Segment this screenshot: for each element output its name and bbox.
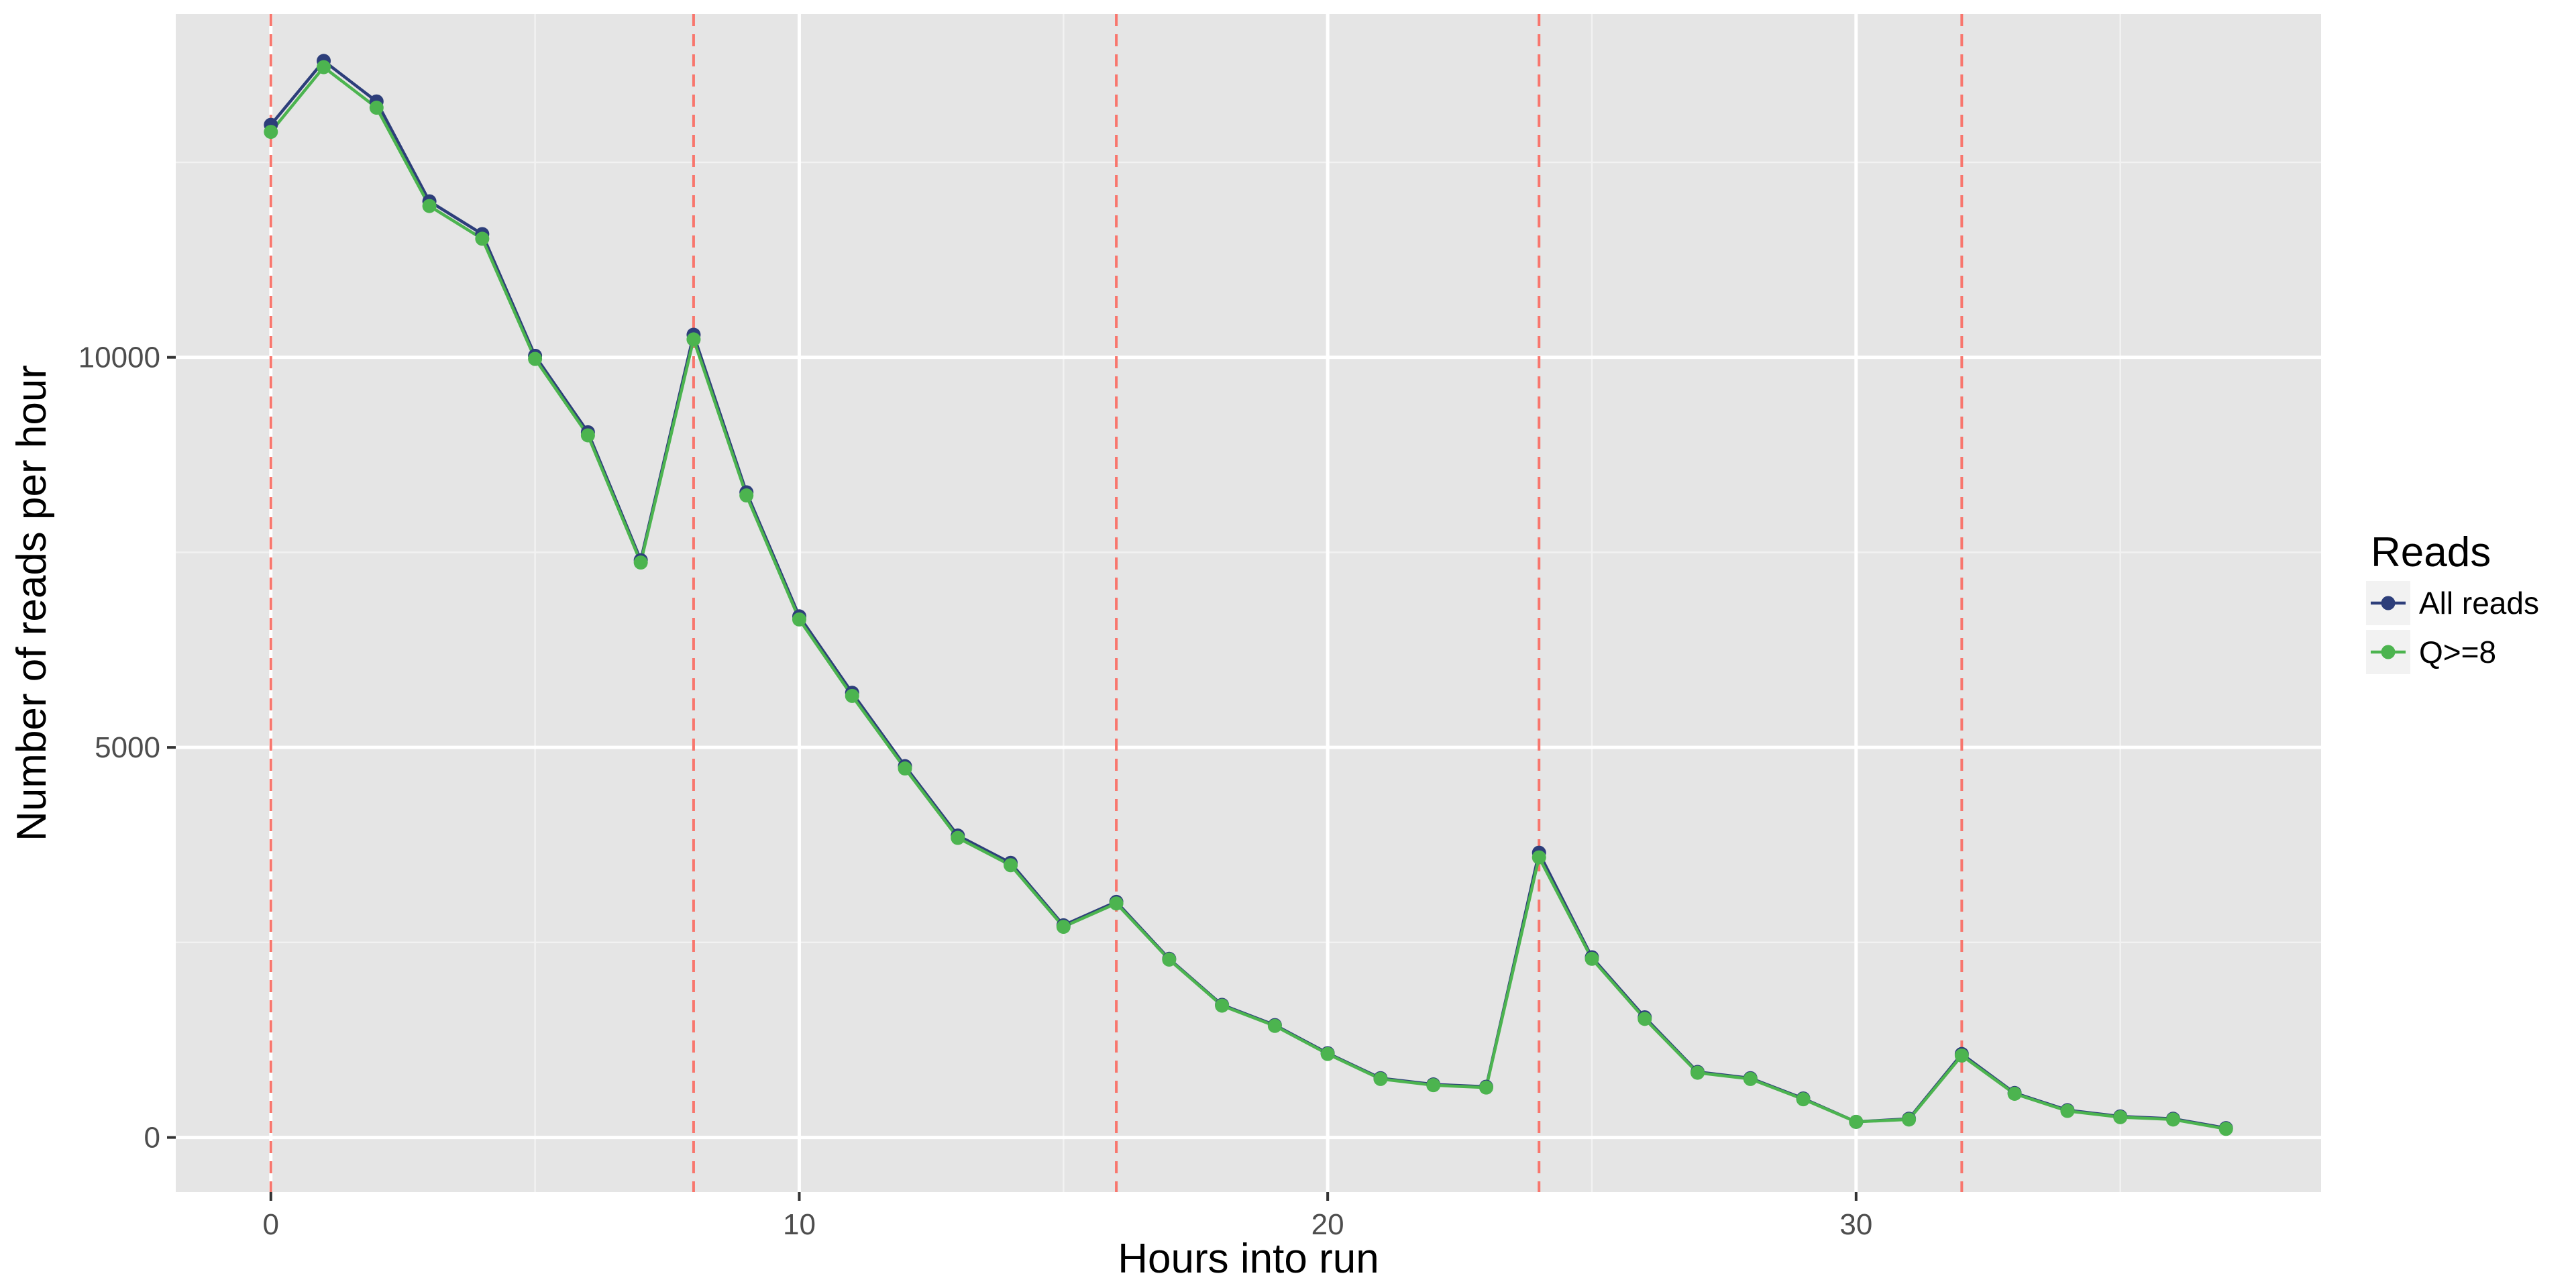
y-axis-title: Number of reads per hour — [9, 365, 55, 841]
x-axis-title: Hours into run — [1118, 1236, 1379, 1282]
data-point-q8 — [792, 612, 806, 627]
data-point-q8 — [1426, 1078, 1441, 1093]
series-line-q8 — [270, 65, 2226, 1131]
y-tick-label: 10000 — [78, 341, 160, 374]
legend-key-point-all-reads — [2381, 596, 2396, 610]
legend: Reads All reads Q>=8 — [2366, 529, 2539, 674]
series-points — [264, 54, 2233, 1136]
data-point-q8 — [1004, 858, 1018, 873]
data-point-q8 — [1479, 1080, 1493, 1095]
data-point-q8 — [2165, 1112, 2180, 1127]
data-point-q8 — [1585, 951, 1599, 966]
data-point-q8 — [1690, 1065, 1705, 1080]
data-point-q8 — [264, 125, 278, 140]
data-point-q8 — [1320, 1046, 1335, 1061]
data-point-q8 — [739, 488, 754, 503]
data-point-q8 — [1056, 920, 1071, 934]
y-tick-label: 5000 — [95, 731, 160, 764]
data-point-q8 — [2113, 1110, 2128, 1124]
data-point-q8 — [422, 199, 437, 213]
data-point-q8 — [2007, 1086, 2022, 1101]
plot-panel — [176, 14, 2321, 1192]
data-point-q8 — [686, 332, 701, 347]
legend-label-all-reads: All reads — [2419, 586, 2539, 621]
data-point-q8 — [580, 428, 595, 443]
data-point-q8 — [1267, 1018, 1282, 1033]
reference-lines — [269, 14, 1964, 1192]
y-tick-label: 0 — [144, 1122, 160, 1155]
legend-label-q8: Q>=8 — [2419, 635, 2496, 669]
x-tick-label: 30 — [1839, 1208, 1872, 1241]
data-point-q8 — [2218, 1122, 2233, 1136]
legend-title: Reads — [2371, 529, 2491, 576]
data-point-q8 — [475, 231, 490, 246]
data-point-q8 — [1902, 1112, 1917, 1127]
data-point-q8 — [845, 688, 859, 703]
x-tick-label: 20 — [1311, 1208, 1344, 1241]
x-axis: 0 10 20 30 — [263, 1192, 1872, 1241]
data-point-q8 — [1796, 1092, 1811, 1107]
data-point-q8 — [1638, 1012, 1652, 1026]
data-point-q8 — [1743, 1071, 1758, 1086]
data-point-q8 — [1373, 1071, 1388, 1086]
data-point-q8 — [1849, 1114, 1864, 1129]
minor-gridlines — [176, 14, 2321, 1192]
x-tick-label: 0 — [263, 1208, 279, 1241]
data-point-q8 — [2060, 1104, 2075, 1118]
data-point-q8 — [1162, 952, 1177, 967]
data-point-q8 — [528, 352, 543, 366]
data-point-q8 — [1532, 850, 1546, 865]
legend-key-point-q8 — [2381, 645, 2396, 659]
data-point-q8 — [1109, 896, 1124, 911]
y-axis: 0 5000 10000 — [78, 341, 176, 1155]
data-point-q8 — [369, 101, 384, 115]
data-point-q8 — [317, 60, 331, 74]
x-tick-label: 10 — [783, 1208, 816, 1241]
data-point-q8 — [1954, 1048, 1969, 1063]
data-point-q8 — [633, 555, 648, 570]
data-point-q8 — [951, 830, 965, 845]
series-lines — [270, 59, 2226, 1131]
data-point-q8 — [898, 761, 912, 776]
data-point-q8 — [1215, 998, 1230, 1013]
